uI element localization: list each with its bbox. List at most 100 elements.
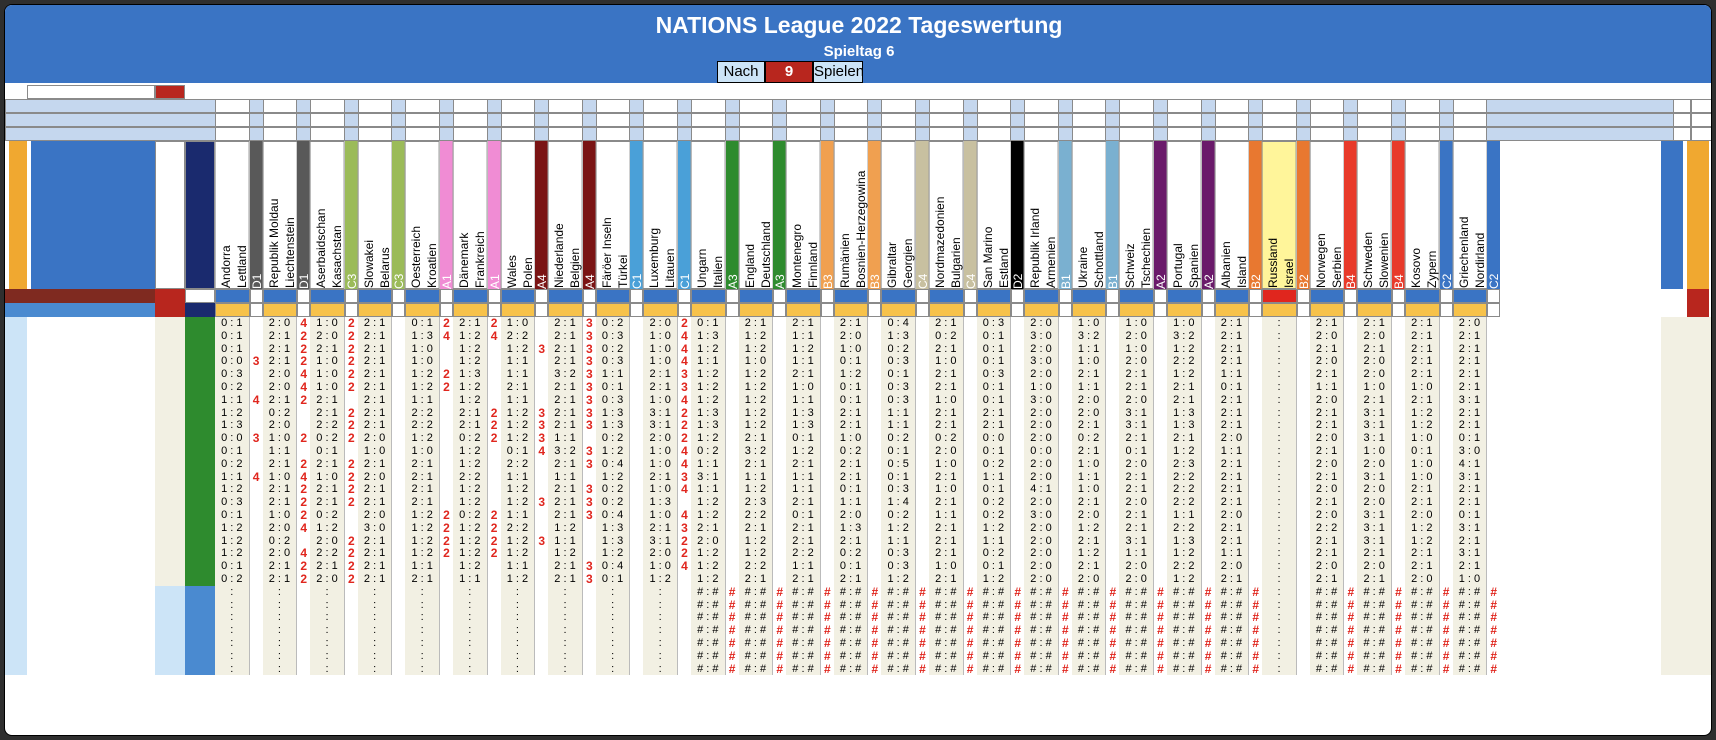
tip-cell: 2 : 1 <box>786 521 821 535</box>
tip-cell: # : # <box>1167 611 1202 625</box>
tipp-count <box>786 127 821 141</box>
tip-points: 2 <box>490 534 498 548</box>
tip-cell: 2 : 1 <box>357 547 393 561</box>
tip-cell: 2 : 1 <box>1071 534 1107 548</box>
player-name[interactable] <box>27 394 155 407</box>
player-name[interactable] <box>27 368 155 381</box>
tip-points: 4 <box>681 393 688 407</box>
player-name[interactable] <box>27 663 155 676</box>
player-name[interactable] <box>27 407 155 420</box>
tip-cell: 1 : 0 <box>405 342 440 356</box>
gruppenphase-left-text <box>9 141 27 289</box>
tipp-count <box>786 113 821 127</box>
player-name[interactable] <box>27 381 155 394</box>
player-name[interactable] <box>27 624 155 637</box>
tip-points-hash: # <box>1442 585 1450 599</box>
tip-cell: 3 : 2 <box>1167 329 1202 343</box>
tip-cell: 4 : 1 <box>1452 457 1488 471</box>
player-name[interactable] <box>27 611 155 624</box>
tip-points: 2 <box>347 329 355 343</box>
result-cell <box>833 289 869 303</box>
player-name[interactable] <box>27 471 155 484</box>
tip-cell: 0 : 3 <box>881 393 916 407</box>
result-cell <box>738 289 774 303</box>
tip-cell: 3 : 2 <box>1071 329 1107 343</box>
tip-cell: 2 : 1 <box>310 560 345 573</box>
tip-points-hash: # <box>1252 611 1260 625</box>
group-badge: B2 <box>1296 141 1310 289</box>
tip-cell: 1 : 1 <box>691 355 726 369</box>
tip-cell: 2 : 1 <box>1309 419 1345 433</box>
tip-cell: 1 : 0 <box>643 483 678 497</box>
tip-cell: : <box>500 611 536 625</box>
tip-points-hash: # <box>919 598 926 612</box>
result-p-label <box>678 289 691 303</box>
tip-points-hash: # <box>728 611 736 625</box>
tip-cell: 1 : 3 <box>833 521 869 535</box>
group-badge: B1 <box>1106 141 1120 289</box>
tip-cell: 1 : 0 <box>1405 457 1440 471</box>
tip-points-hash: # <box>871 624 879 637</box>
player-name[interactable] <box>27 650 155 663</box>
player-name[interactable] <box>27 419 155 432</box>
player-name[interactable] <box>27 355 155 368</box>
player-name[interactable] <box>27 599 155 612</box>
player-name[interactable] <box>27 483 155 496</box>
tip-points-hash: # <box>1061 662 1069 676</box>
tip-points-hash: # <box>1395 649 1402 663</box>
player-name[interactable] <box>27 317 155 330</box>
player-name[interactable] <box>27 586 155 599</box>
player-name[interactable] <box>27 496 155 509</box>
player-name[interactable] <box>27 547 155 560</box>
tip-cell: 2 : 1 <box>405 483 440 497</box>
player-name[interactable] <box>27 522 155 535</box>
tip-cell: 0 : 2 <box>929 432 964 445</box>
tip-cell: 2 : 0 <box>1024 368 1059 381</box>
tip-cell: 2 : 0 <box>1357 457 1392 471</box>
tip-points: 3 <box>585 457 593 471</box>
row-right-spacer <box>1661 342 1711 356</box>
group-badge: D1 <box>297 141 311 289</box>
player-name[interactable] <box>27 330 155 343</box>
tip-cell: 2 : 1 <box>786 534 821 548</box>
tip-cell: 2 : 2 <box>500 521 536 535</box>
player-name[interactable] <box>27 560 155 573</box>
tip-cell: 3 : 1 <box>1452 393 1488 407</box>
tip-cell: : <box>1262 342 1297 356</box>
gp-label <box>1673 113 1691 127</box>
player-name[interactable] <box>27 573 155 586</box>
tip-cell: 1 : 3 <box>691 419 726 433</box>
result-cell <box>929 289 964 303</box>
tip-cell: 2 : 1 <box>1452 381 1488 394</box>
group-badge: A2 <box>1201 141 1215 289</box>
tip-cell: 2 : 1 <box>1214 470 1250 484</box>
player-name[interactable] <box>27 343 155 356</box>
tipp-count <box>500 127 536 141</box>
result-cell <box>595 289 631 303</box>
tip-cell: 2 : 1 <box>929 406 964 420</box>
tip-cell: 2 : 0 <box>1357 560 1392 573</box>
tipp-count <box>1167 127 1202 141</box>
tip-cell: 1 : 0 <box>1071 457 1107 471</box>
match-header: Gibraltar Georgien <box>881 141 916 289</box>
player-name[interactable] <box>27 637 155 650</box>
player-name[interactable] <box>27 458 155 471</box>
tip-points-hash: # <box>1252 624 1260 637</box>
player-name[interactable] <box>27 509 155 522</box>
tip-cell: : <box>405 649 440 663</box>
player-name[interactable] <box>27 535 155 548</box>
tip-cell: 2 : 1 <box>929 470 964 484</box>
player-name[interactable] <box>27 445 155 458</box>
row-right-spacer <box>1661 521 1711 535</box>
tip-cell: 1 : 2 <box>453 496 488 509</box>
tip-cell: 2 : 1 <box>357 496 393 509</box>
tip-cell: 2 : 0 <box>1309 432 1345 445</box>
player-name[interactable] <box>27 432 155 445</box>
tip-cell: : <box>1262 585 1297 599</box>
match-number <box>1405 303 1440 317</box>
row-right-spacer <box>1661 496 1711 509</box>
tip-points: 2 <box>300 483 308 497</box>
criteria-text <box>185 85 1665 99</box>
tip-cell: 1 : 2 <box>500 483 536 497</box>
tipp-count <box>548 113 583 127</box>
